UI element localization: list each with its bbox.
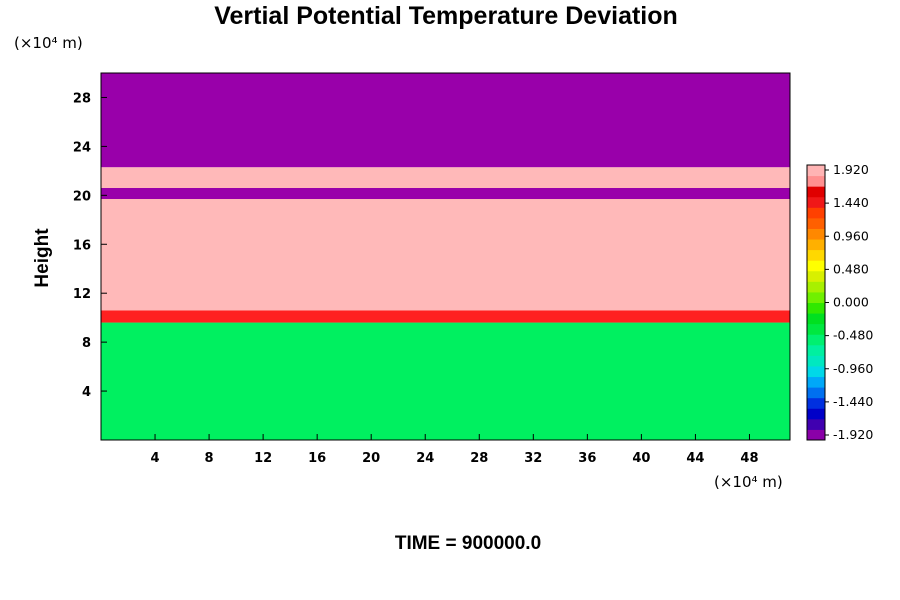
colorbar-swatch (807, 281, 825, 293)
colorbar-swatch (807, 207, 825, 219)
colorbar-label: 1.440 (833, 195, 869, 210)
plot-area (100, 72, 791, 441)
colorbar-swatch (807, 291, 825, 303)
time-readout: TIME = 900000.0 (395, 533, 541, 554)
colorbar-swatch (807, 260, 825, 272)
colorbar-swatch (807, 175, 825, 187)
x-tick-label: 24 (416, 451, 434, 466)
x-tick-label: 8 (205, 451, 214, 466)
y-tick-label: 28 (73, 91, 91, 106)
colorbar-swatch (807, 165, 825, 177)
colorbar-label: -1.920 (833, 427, 873, 442)
colorbar-swatch (807, 408, 825, 420)
y-tick-label: 24 (73, 140, 91, 155)
x-tick-label: 32 (524, 451, 542, 466)
colorbar-label: 0.960 (833, 228, 869, 243)
x-unit-label: (×10⁴ m) (714, 473, 783, 491)
colorbar-swatch (807, 249, 825, 261)
y-tick-label: 16 (73, 238, 91, 253)
colorbar-label: -1.440 (833, 394, 873, 409)
layer-1 (101, 310, 790, 323)
layer-4 (101, 167, 790, 188)
x-tick-label: 40 (632, 451, 650, 466)
colorbar-label: -0.960 (833, 361, 873, 376)
x-tick-label: 36 (578, 451, 596, 466)
colorbar-swatch (807, 355, 825, 367)
x-tick-label: 48 (740, 451, 758, 466)
y-tick-label: 4 (82, 385, 91, 400)
colorbar-swatch (807, 313, 825, 325)
colorbar-swatch (807, 334, 825, 346)
colorbar-swatch (807, 418, 825, 430)
x-tick-label: 44 (686, 451, 704, 466)
colorbar-swatch (807, 344, 825, 356)
colorbar-swatch (807, 376, 825, 388)
colorbar-swatch (807, 429, 825, 441)
x-tick-label: 16 (308, 451, 326, 466)
y-unit-label: (×10⁴ m) (14, 34, 83, 52)
colorbar-swatch (807, 387, 825, 399)
time-value: 900000.0 (462, 533, 541, 554)
x-tick-label: 12 (254, 451, 272, 466)
y-tick-label: 20 (73, 189, 91, 204)
plot-frame (100, 72, 791, 441)
layer-5 (101, 73, 790, 168)
colorbar-label: -0.480 (833, 328, 873, 343)
colorbar-swatch (807, 228, 825, 240)
colorbar-swatch (807, 323, 825, 335)
colorbar-label: 0.000 (833, 295, 869, 310)
layer-3 (101, 187, 790, 200)
colorbar-swatch (807, 270, 825, 282)
colorbar-swatch (807, 365, 825, 378)
x-axis-ticks: 4 8 12 16 20 24 28 32 36 40 44 48 (151, 434, 759, 466)
y-tick-label: 12 (73, 287, 91, 302)
time-label: TIME = (395, 533, 457, 554)
colorbar-swatch (807, 302, 825, 314)
colorbar-swatch (807, 239, 825, 251)
colorbar-label: 0.480 (833, 261, 869, 276)
y-tick-label: 8 (82, 336, 91, 351)
x-tick-label: 4 (151, 451, 160, 466)
layer-0 (101, 322, 790, 440)
x-tick-label: 28 (470, 451, 488, 466)
colorbar-label: 1.920 (833, 162, 869, 177)
x-tick-label: 20 (362, 451, 380, 466)
colorbar-swatch (807, 186, 825, 198)
colorbar-swatch (807, 196, 825, 208)
colorbar: 1.920 1.440 0.960 0.480 0.000 -0.480 -0.960 -1.… (806, 162, 873, 442)
colorbar-swatch (807, 397, 825, 409)
y-axis-ticks: 4 8 12 16 20 24 28 (73, 91, 107, 400)
colorbar-swatch (807, 217, 825, 229)
y-axis-title: Height (32, 228, 53, 288)
layer-2 (101, 199, 790, 311)
chart-title: Vertial Potential Temperature Deviation (214, 2, 678, 30)
